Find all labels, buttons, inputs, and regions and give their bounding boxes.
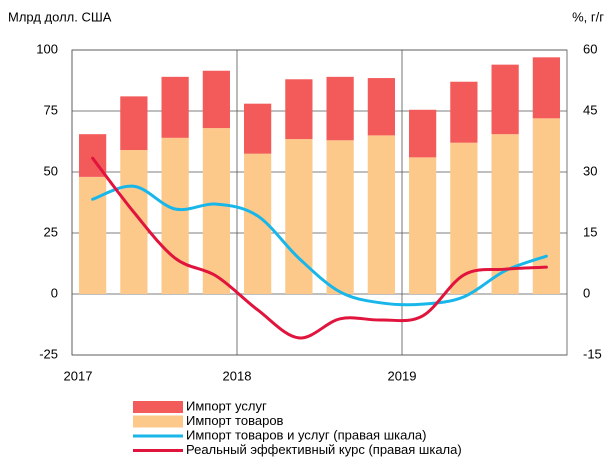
y2-tick-label: 60 bbox=[583, 41, 597, 56]
x-tick-label: 2018 bbox=[223, 368, 252, 383]
bar bbox=[326, 76, 354, 141]
legend-label: Импорт товаров и услуг (правая шкала) bbox=[186, 427, 426, 442]
bar bbox=[450, 142, 478, 294]
y-tick-label: 75 bbox=[44, 102, 58, 117]
y-tick-label: -25 bbox=[39, 346, 58, 361]
bar bbox=[161, 137, 189, 294]
bar bbox=[491, 64, 519, 135]
bar bbox=[285, 139, 313, 294]
y2-tick-label: 0 bbox=[583, 285, 590, 300]
bar bbox=[532, 118, 560, 294]
bar bbox=[285, 79, 313, 140]
legend-label: Импорт товаров bbox=[186, 413, 284, 428]
bar bbox=[244, 103, 272, 154]
y2-tick-label: 45 bbox=[583, 102, 597, 117]
bar bbox=[202, 128, 230, 294]
bar bbox=[409, 157, 437, 294]
y-tick-label: 100 bbox=[36, 41, 58, 56]
bar bbox=[326, 140, 354, 294]
y-axis-label: Млрд долл. США bbox=[8, 9, 112, 24]
legend-swatch bbox=[133, 401, 183, 413]
bar bbox=[120, 96, 148, 151]
legend-label: Реальный эффективный курс (правая шкала) bbox=[186, 442, 462, 457]
y-tick-label: 25 bbox=[44, 224, 58, 239]
bar bbox=[367, 78, 395, 136]
bar bbox=[450, 81, 478, 143]
legend-label: Импорт услуг bbox=[186, 398, 267, 413]
bar bbox=[202, 70, 230, 129]
y-tick-label: 0 bbox=[51, 285, 58, 300]
x-tick-label: 2019 bbox=[388, 368, 417, 383]
y2-tick-label: 15 bbox=[583, 224, 597, 239]
legend-swatch bbox=[133, 415, 183, 428]
line bbox=[91, 184, 548, 307]
y2-tick-label: 30 bbox=[583, 163, 597, 178]
y2-tick-label: -15 bbox=[583, 346, 602, 361]
bar bbox=[409, 109, 437, 158]
bar bbox=[367, 135, 395, 294]
y2-axis-label: %, г/г bbox=[572, 9, 604, 24]
y-tick-label: 50 bbox=[44, 163, 58, 178]
plot-frame bbox=[71, 49, 568, 356]
bar bbox=[532, 57, 560, 119]
bar bbox=[161, 76, 189, 138]
x-tick-label: 2017 bbox=[64, 368, 93, 383]
line bbox=[91, 156, 548, 340]
